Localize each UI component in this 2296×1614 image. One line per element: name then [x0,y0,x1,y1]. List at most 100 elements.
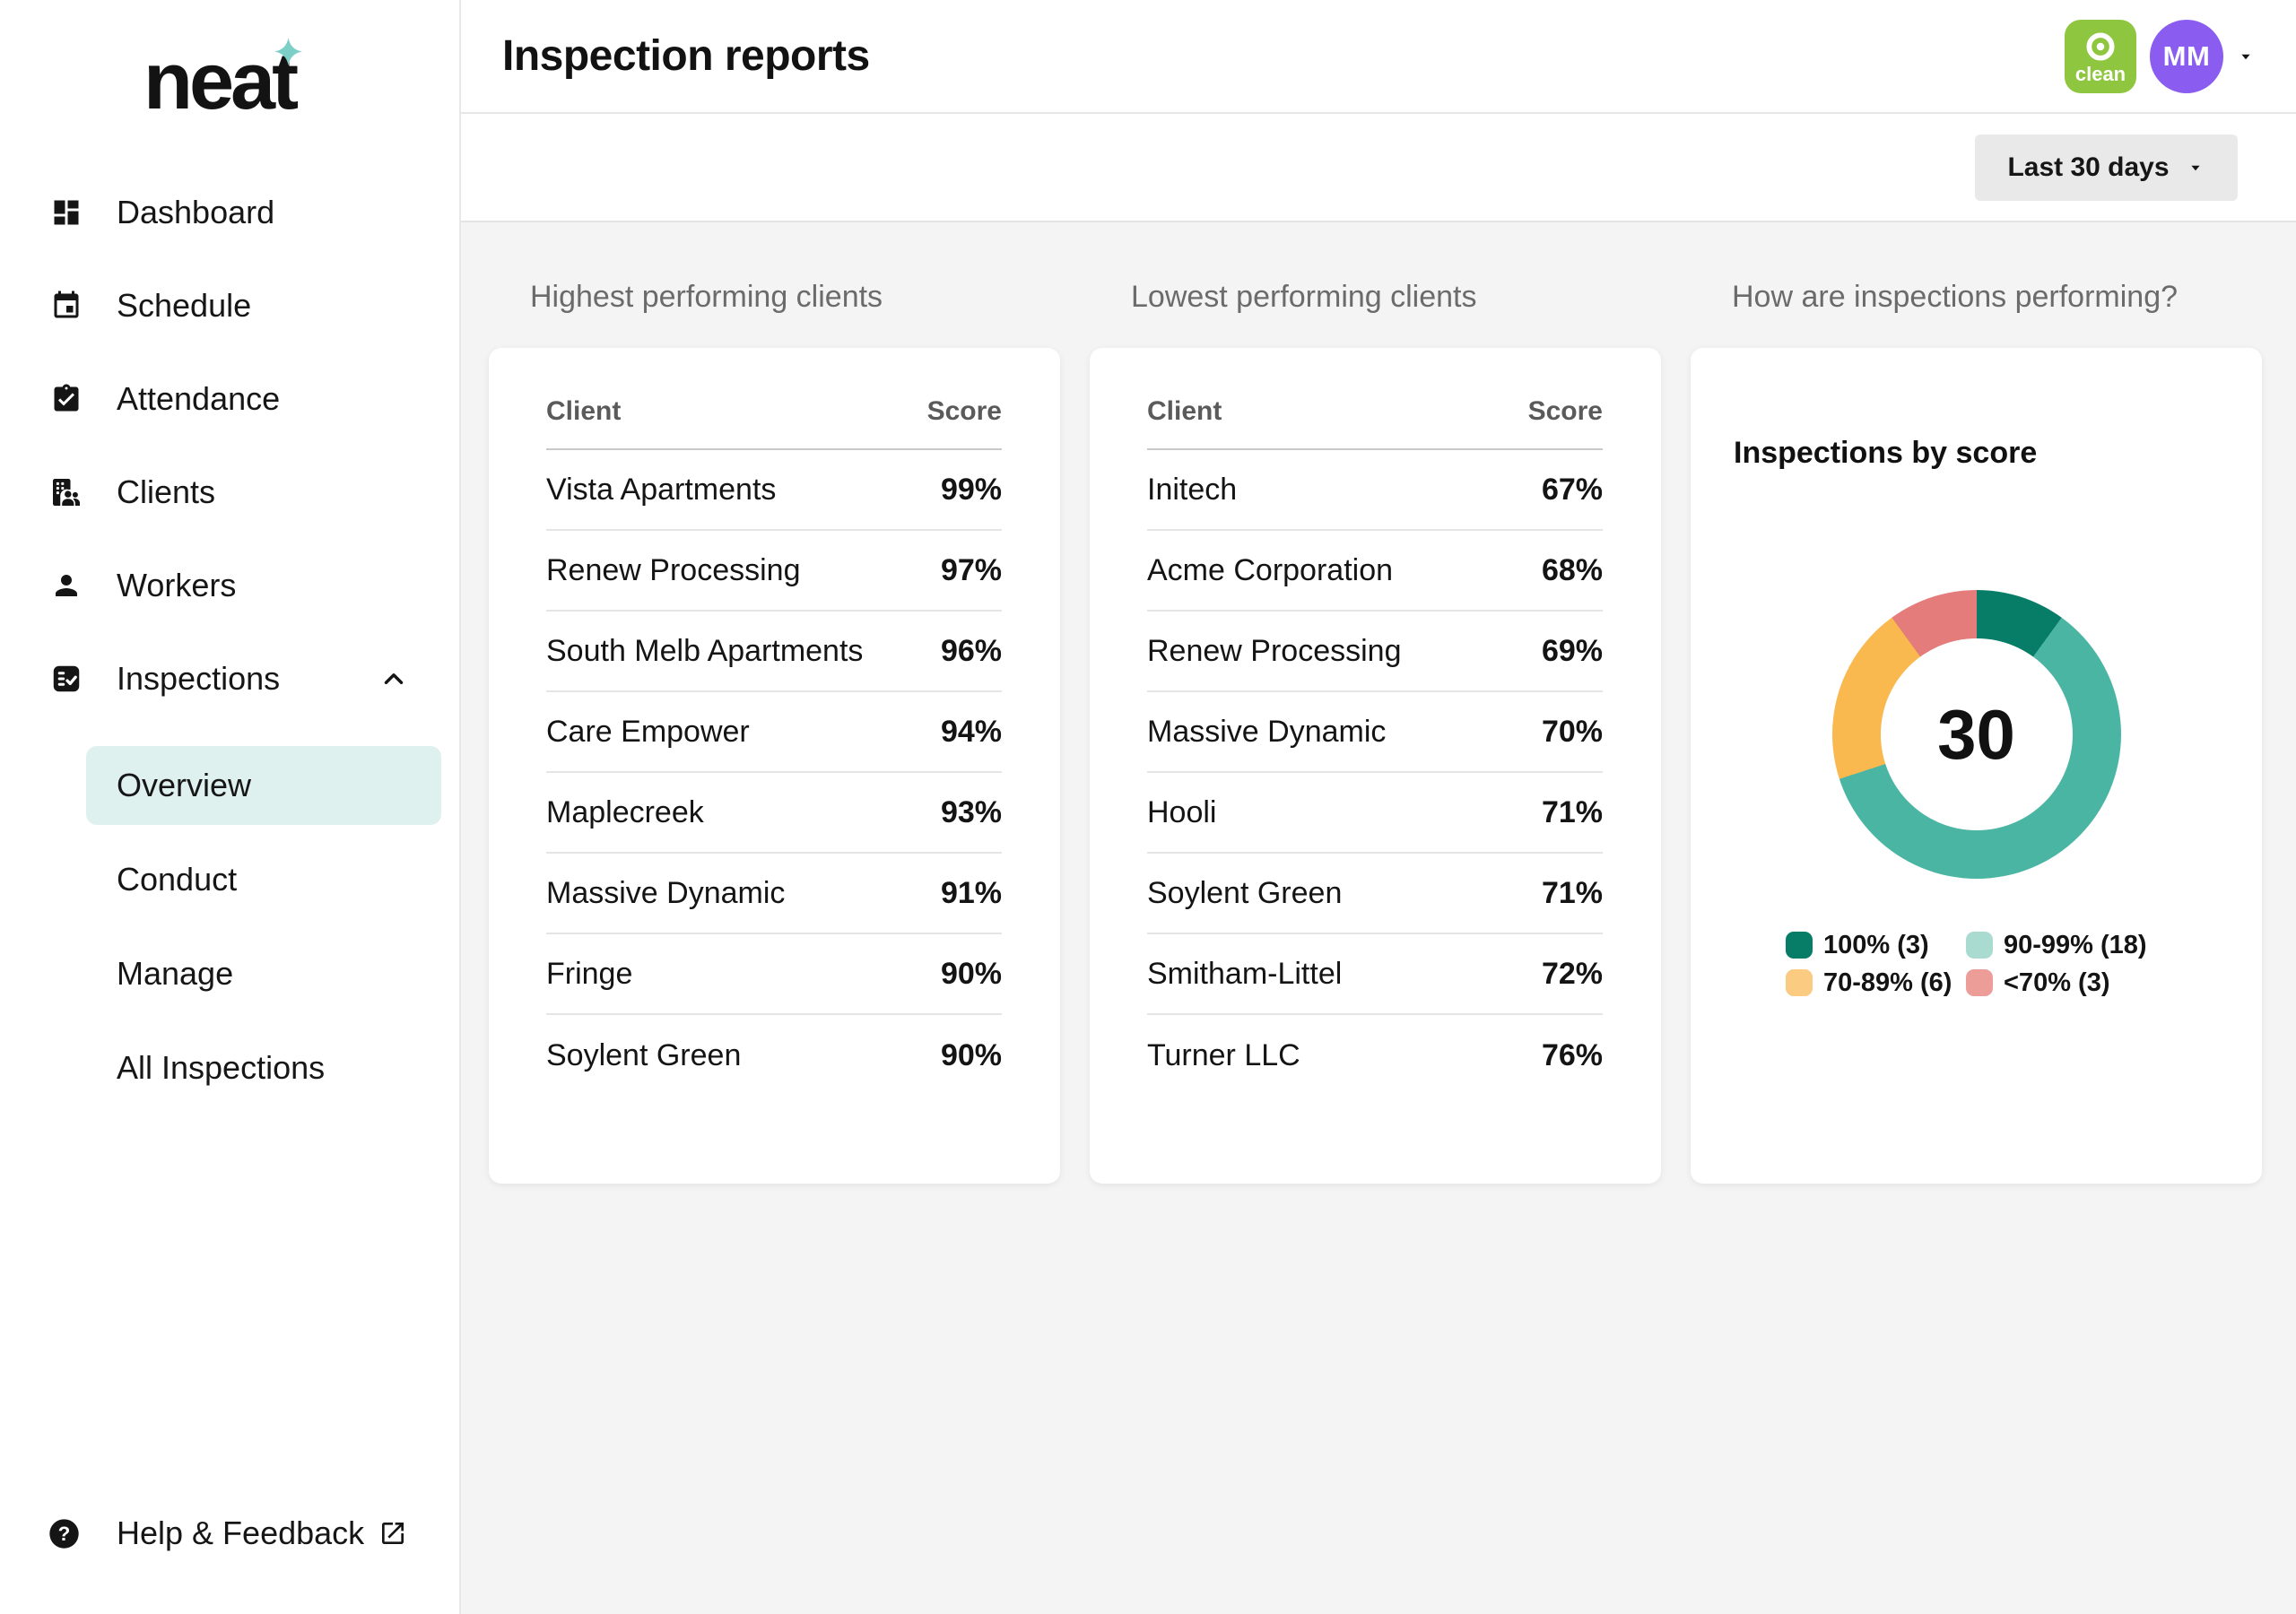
inspections-checklist-icon [50,663,83,695]
table-row: Soylent Green 71% [1147,854,1603,934]
donut-hole: 30 [1880,638,2073,830]
inspections-donut-chart: 30 [1831,590,2121,879]
table-row: Care Empower 94% [546,692,1002,773]
clients-score-table: Client Score Initech 67% Acme Corporation… [1090,348,1661,1096]
sidebar-item-dashboard[interactable]: Dashboard [0,184,459,241]
legend-item: <70% (3) [1966,965,2219,1001]
score-cell: 94% [940,714,1002,749]
user-avatar[interactable]: MM [2150,19,2223,93]
submenu-item-label: Manage [117,955,234,992]
table-row: South Melb Apartments 96% [546,612,1002,692]
column-header-client: Client [546,396,622,426]
dashboard-icon [50,196,83,229]
sidebar-item-attendance[interactable]: Attendance [0,370,459,428]
inspections-by-score-card: Inspections by score 30 100% (3) 90-99% … [1691,348,2262,1184]
sidebar-item-label: Inspections [117,660,281,697]
table-row: Smitham-Littel 72% [1147,934,1603,1015]
page-header: Inspection reports clean MM [461,0,2296,114]
section-heading: Highest performing clients [530,280,883,314]
column-header-score: Score [1527,396,1603,426]
score-cell: 67% [1541,472,1603,507]
score-cell: 71% [1541,794,1603,829]
table-row: Maplecreek 93% [546,773,1002,854]
submenu-item-overview[interactable]: Overview [86,746,441,825]
client-cell: Soylent Green [1147,875,1343,910]
client-cell: South Melb Apartments [546,633,864,668]
client-cell: Vista Apartments [546,472,777,507]
chart-title: Inspections by score [1734,436,2038,470]
target-icon [2086,32,2115,61]
client-cell: Turner LLC [1147,1037,1300,1072]
client-cell: Renew Processing [1147,633,1402,668]
legend-swatch [1786,932,1813,959]
table-row: Massive Dynamic 70% [1147,692,1603,773]
sidebar-item-label: Clients [117,473,216,510]
submenu-item-label: Conduct [117,861,238,898]
table-row: Hooli 71% [1147,773,1603,854]
calendar-icon [50,290,83,322]
section-heading: Lowest performing clients [1131,280,1477,314]
score-cell: 68% [1541,552,1603,587]
legend-label: <70% (3) [2004,968,2110,997]
sidebar-item-inspections[interactable]: Inspections [0,650,459,707]
sidebar-item-clients[interactable]: Clients [0,464,459,521]
table-row: Turner LLC 76% [1147,1015,1603,1096]
help-feedback-label: Help & Feedback [117,1514,365,1551]
score-cell: 96% [940,633,1002,668]
column-header-score: Score [926,396,1002,426]
filters-toolbar: Last 30 days [461,114,2296,222]
highest-performing-card: Client Score Vista Apartments 99% Renew P… [489,348,1060,1184]
score-cell: 72% [1541,956,1603,991]
sidebar-item-schedule[interactable]: Schedule [0,277,459,334]
page-title: Inspection reports [502,32,870,80]
date-range-dropdown[interactable]: Last 30 days [1975,134,2238,201]
person-icon [50,569,83,602]
sidebar-item-workers[interactable]: Workers [0,557,459,614]
client-cell: Renew Processing [546,552,801,587]
caret-down-icon [2186,158,2205,178]
building-people-icon [50,476,83,508]
score-cell: 71% [1541,875,1603,910]
score-cell: 76% [1541,1037,1603,1072]
table-header: Client Score [1147,348,1603,450]
legend-item: 100% (3) [1786,927,1966,963]
client-cell: Massive Dynamic [1147,714,1387,749]
score-cell: 99% [940,472,1002,507]
dashboard-content: Highest performing clients Client Score … [461,222,2296,1614]
section-heading: How are inspections performing? [1732,280,2179,314]
client-cell: Massive Dynamic [546,875,786,910]
score-cell: 90% [940,956,1002,991]
chevron-up-icon[interactable] [378,664,409,694]
submenu-item-manage[interactable]: Manage [86,934,441,1013]
column-highest-performing: Highest performing clients Client Score … [489,278,1060,1614]
clean-workspace-badge[interactable]: clean [2065,19,2136,93]
account-menu-caret-icon[interactable] [2236,47,2256,66]
score-cell: 90% [940,1037,1002,1072]
main-area: Inspection reports clean MM Last 30 days… [461,0,2296,1614]
score-cell: 91% [940,875,1002,910]
table-row: Initech 67% [1147,450,1603,531]
legend-swatch [1966,932,1993,959]
client-cell: Care Empower [546,714,750,749]
score-cell: 97% [940,552,1002,587]
client-cell: Hooli [1147,794,1217,829]
avatar-initials: MM [2162,39,2211,72]
legend-item: 70-89% (6) [1786,965,1966,1001]
table-row: Acme Corporation 68% [1147,531,1603,612]
table-header: Client Score [546,348,1002,450]
submenu-item-conduct[interactable]: Conduct [86,840,441,919]
logo-wordmark: neat [144,37,299,126]
header-controls: clean MM [2065,19,2256,93]
column-inspections-performance: How are inspections performing? Inspecti… [1691,278,2262,1614]
client-cell: Soylent Green [546,1037,742,1072]
help-icon: ? [48,1517,81,1550]
external-link-icon [378,1519,407,1548]
client-cell: Initech [1147,472,1238,507]
client-cell: Acme Corporation [1147,552,1394,587]
score-cell: 69% [1541,633,1603,668]
submenu-item-all-inspections[interactable]: All Inspections [86,1028,441,1107]
sidebar-item-label: Attendance [117,380,281,417]
score-cell: 93% [940,794,1002,829]
app-logo: neat [144,38,302,122]
help-feedback-link[interactable]: ? Help & Feedback [0,1505,459,1562]
